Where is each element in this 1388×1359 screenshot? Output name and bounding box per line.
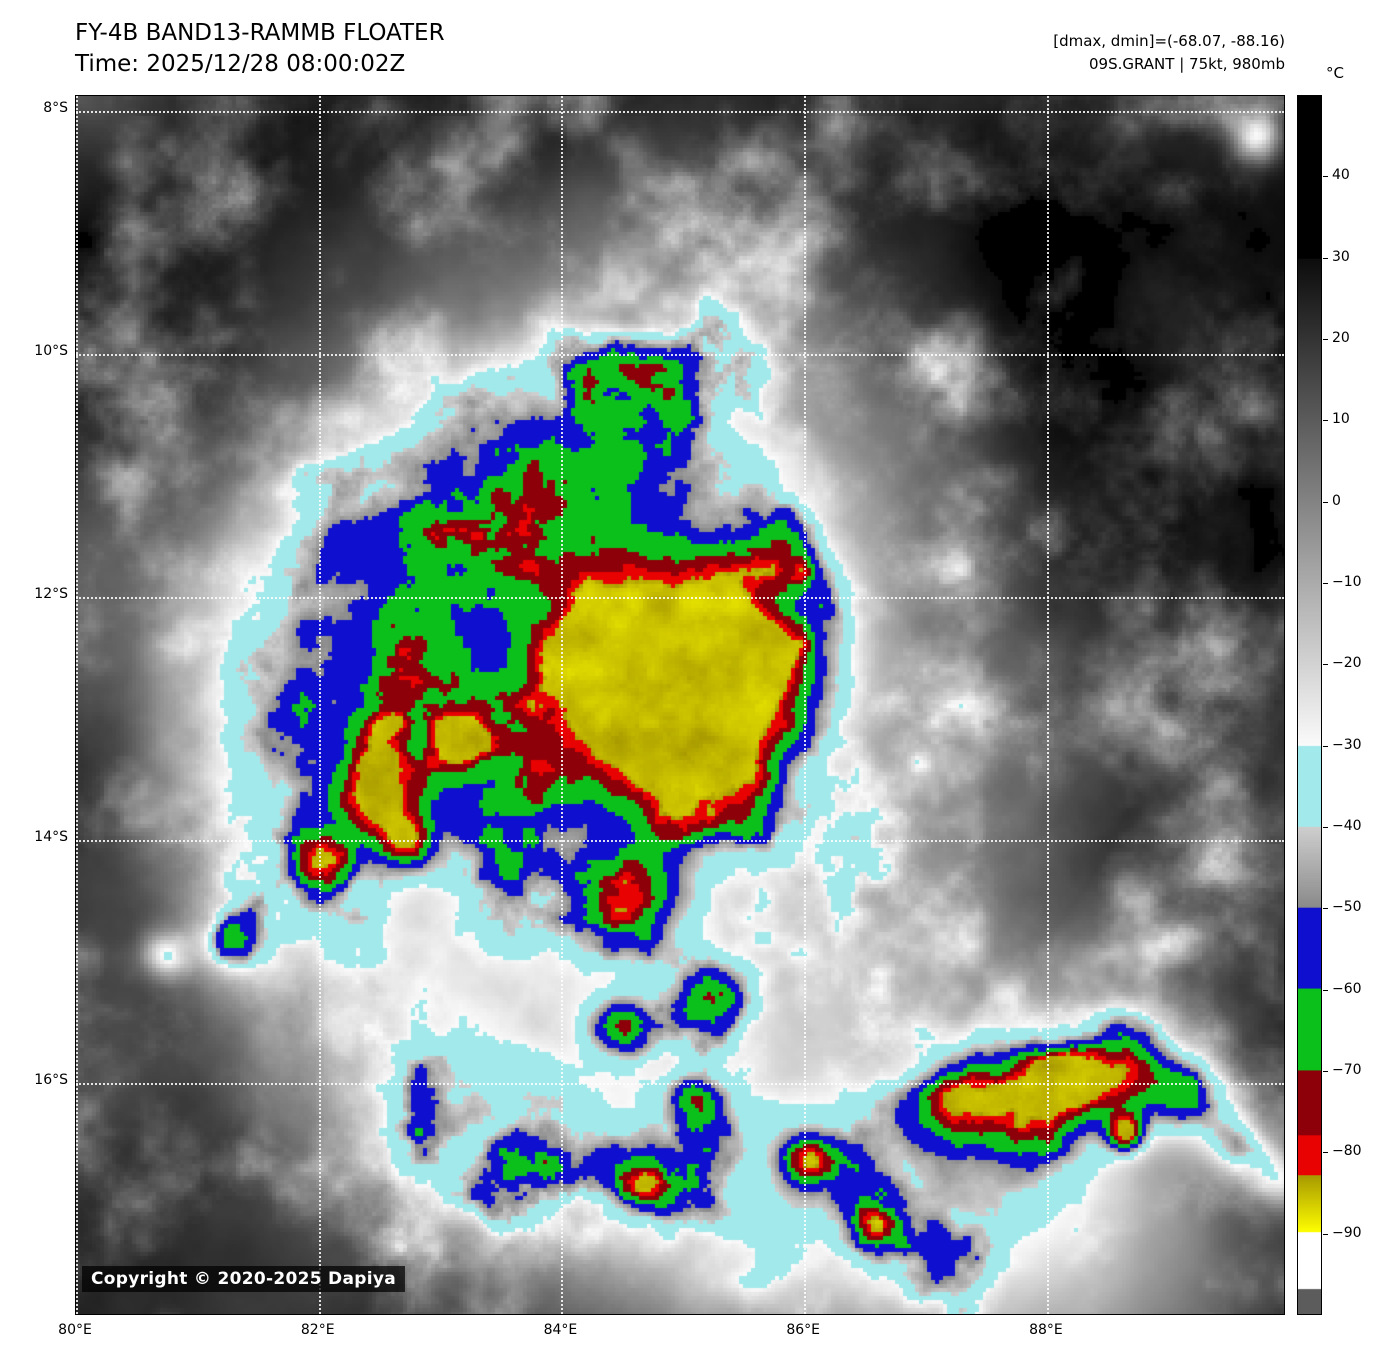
lon-tick-label: 84°E <box>543 1322 578 1338</box>
colorbar-tick-label: −60 <box>1332 980 1362 997</box>
lat-tick-label: 8°S <box>43 99 68 116</box>
colorbar-tick-label: 40 <box>1332 167 1350 184</box>
lat-tick-label: 14°S <box>34 828 68 845</box>
colorbar-tick-mark <box>1323 1233 1328 1235</box>
colorbar-tick-mark <box>1323 827 1328 828</box>
colorbar-tick-label: −80 <box>1332 1143 1362 1160</box>
lat-tick-label: 12°S <box>34 585 68 602</box>
lon-tick-label: 88°E <box>1029 1322 1063 1338</box>
lat-tick-label: 10°S <box>34 342 68 359</box>
colorbar-tick-label: −20 <box>1332 655 1362 672</box>
lat-tick-label: 16°S <box>34 1071 68 1088</box>
colorbar-tick-label: −90 <box>1332 1224 1362 1241</box>
dmax-dmin-readout: [dmax, dmin]=(-68.07, -88.16) <box>1053 32 1285 50</box>
storm-info: 09S.GRANT | 75kt, 980mb <box>1088 55 1285 73</box>
colorbar-tick-label: 10 <box>1332 411 1350 428</box>
lon-tick-label: 80°E <box>58 1322 92 1338</box>
copyright-badge: Copyright © 2020-2025 Dapiya <box>82 1266 405 1292</box>
colorbar-tick-mark <box>1323 989 1328 991</box>
lon-tick-label: 86°E <box>786 1322 821 1338</box>
colorbar <box>1297 95 1322 1315</box>
satellite-imagery-canvas <box>76 96 1284 1314</box>
colorbar-tick-label: −70 <box>1332 1062 1362 1078</box>
lon-tick-label: 82°E <box>300 1322 335 1338</box>
colorbar-tick-label: 30 <box>1332 248 1350 265</box>
colorbar-tick-mark <box>1323 176 1328 178</box>
colorbar-tick-mark <box>1323 501 1328 503</box>
colorbar-tick-label: −40 <box>1332 818 1362 834</box>
colorbar-tick-label: 20 <box>1332 330 1350 346</box>
colorbar-tick-mark <box>1323 339 1328 340</box>
colorbar-tick-label: 0 <box>1332 492 1341 509</box>
colorbar-unit-label: °C <box>1326 64 1344 82</box>
colorbar-tick-mark <box>1323 664 1328 666</box>
colorbar-tick-mark <box>1323 745 1328 747</box>
colorbar-tick-mark <box>1323 583 1328 584</box>
colorbar-tick-label: −50 <box>1332 899 1362 916</box>
colorbar-tick-mark <box>1323 420 1328 422</box>
colorbar-tick-mark <box>1323 908 1328 910</box>
page-title: FY-4B BAND13-RAMMB FLOATER <box>75 20 445 46</box>
satellite-map: Copyright © 2020-2025 Dapiya <box>75 95 1285 1315</box>
colorbar-tick-mark <box>1323 1071 1328 1072</box>
colorbar-tick-label: −10 <box>1332 574 1362 590</box>
colorbar-tick-label: −30 <box>1332 736 1362 753</box>
colorbar-tick-mark <box>1323 1152 1328 1154</box>
colorbar-tick-mark <box>1323 257 1328 259</box>
timestamp: Time: 2025/12/28 08:00:02Z <box>75 51 406 77</box>
